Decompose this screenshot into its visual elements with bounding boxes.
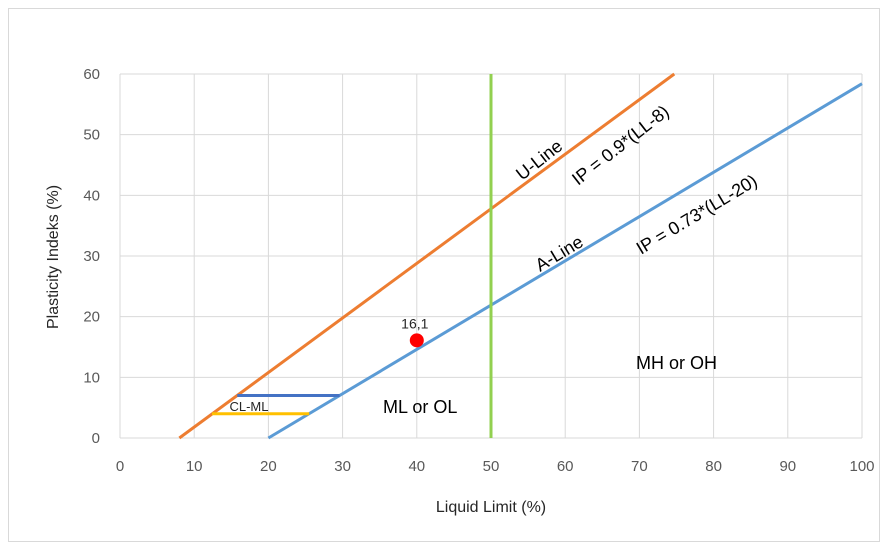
y-tick-label: 30	[83, 248, 100, 265]
mh-oh-label: MH or OH	[636, 353, 717, 373]
x-tick-label: 60	[557, 458, 574, 475]
cl-ml-label: CL-ML	[229, 399, 268, 414]
data-point-label: 16,1	[401, 315, 428, 331]
x-tick-label: 70	[631, 458, 648, 475]
y-tick-label: 40	[83, 187, 100, 204]
y-tick-label: 10	[83, 369, 100, 386]
x-tick-label: 30	[334, 458, 351, 475]
y-tick-labels: 0 10 20 30 40 50 60	[83, 66, 100, 447]
a-line-label: A-Line	[532, 231, 587, 275]
u-line	[178, 72, 676, 440]
y-tick-label: 50	[83, 127, 100, 144]
chart-frame	[8, 8, 880, 542]
ml-ol-label: ML or OL	[383, 397, 457, 417]
y-tick-label: 0	[92, 430, 100, 447]
x-tick-label: 80	[705, 458, 722, 475]
x-tick-label: 20	[260, 458, 277, 475]
x-axis-title: Liquid Limit (%)	[436, 499, 546, 516]
x-tick-label: 0	[116, 458, 124, 475]
x-tick-label: 40	[408, 458, 425, 475]
data-point	[409, 333, 424, 348]
x-tick-labels: 0 10 20 30 40 50 60 70 80 90 100	[116, 458, 875, 475]
x-tick-label: 50	[483, 458, 500, 475]
x-tick-label: 10	[186, 458, 203, 475]
series-lines	[178, 72, 863, 440]
y-tick-label: 20	[83, 309, 100, 326]
x-tick-label: 90	[779, 458, 796, 475]
y-tick-label: 60	[83, 66, 100, 83]
a-line	[267, 82, 863, 440]
y-axis-title: Plasticity Indeks (%)	[45, 185, 62, 329]
x-tick-label: 100	[849, 458, 874, 475]
